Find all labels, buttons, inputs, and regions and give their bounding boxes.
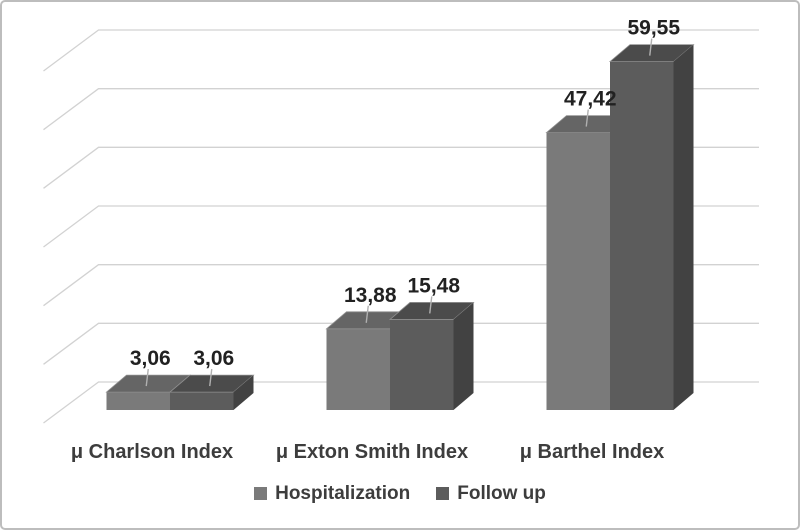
legend-swatch-hospitalization-icon [254,487,268,500]
data-label: 13,88 [344,284,397,307]
data-label: 3,06 [130,347,171,370]
bar-follow-up-2-front [610,61,674,410]
legend-label-follow-up: Follow up [457,483,546,504]
bar-follow-up-0-front [170,392,234,410]
gridline [43,381,759,424]
bar-hospitalization-1-front [326,328,390,410]
gridline [43,205,759,248]
gridline [43,264,759,307]
bar-follow-up-2-side [673,44,694,410]
data-label: 47,42 [564,88,617,111]
chart-legend: Hospitalization Follow up [2,484,798,503]
legend-swatch-follow-up-icon [436,487,450,500]
data-label-leader-line [145,369,149,387]
bar-hospitalization-2-front [546,132,610,410]
legend-label-hospitalization: Hospitalization [275,483,411,504]
data-label-leader-line [649,38,653,56]
category-label-1: μ Exton Smith Index [276,441,468,463]
gridline [43,146,759,189]
data-label: 3,06 [193,347,234,370]
bar-follow-up-1-side [453,302,474,410]
data-label-leader-line [429,296,433,314]
legend-item-hospitalization: Hospitalization [254,484,410,503]
gridline [43,88,759,131]
data-label-leader-line [585,109,589,127]
bar-follow-up-1-front [390,319,454,410]
legend-item-follow-up: Follow up [436,484,546,503]
gridline [43,322,759,365]
category-label-2: μ Barthel Index [520,441,665,463]
gridline [43,29,759,72]
data-label: 59,55 [627,17,680,40]
category-label-0: μ Charlson Index [71,441,233,463]
data-label: 15,48 [407,274,460,297]
bar-follow-up-0-side [233,375,254,410]
bar-hospitalization-0-front [106,392,170,410]
data-label-leader-line [209,369,213,387]
data-label-leader-line [365,305,369,323]
